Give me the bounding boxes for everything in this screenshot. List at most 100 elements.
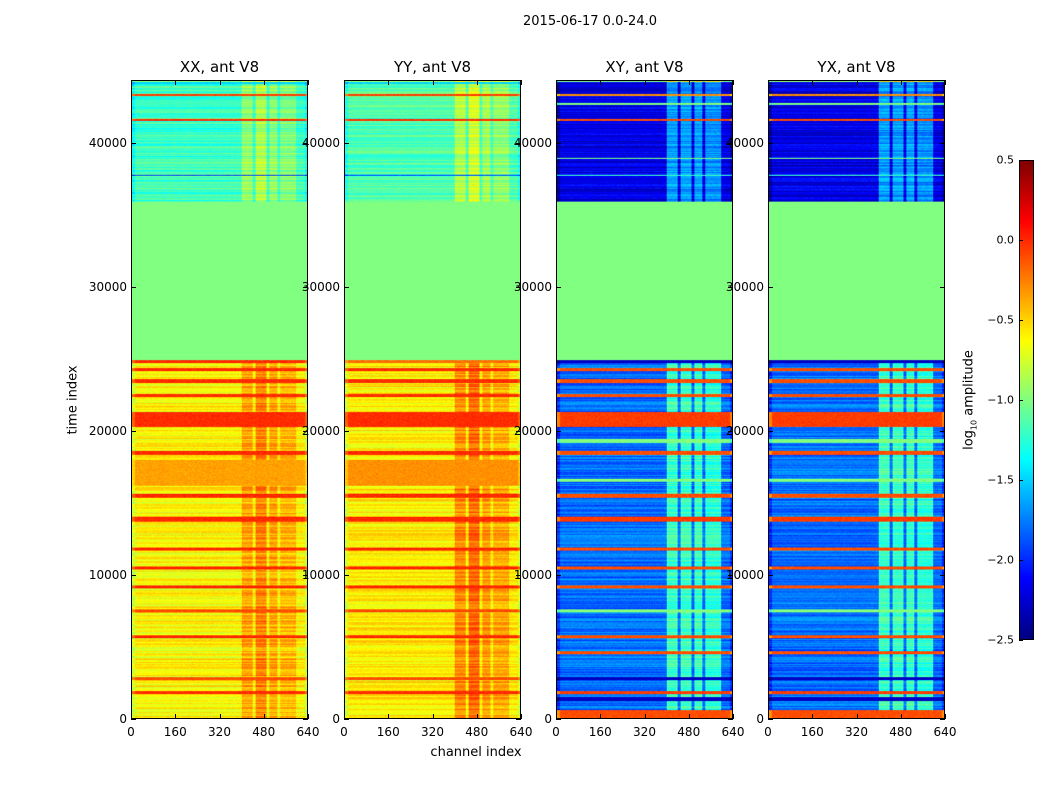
x-tick-label: 640 bbox=[296, 725, 320, 739]
y-tick-mark bbox=[940, 719, 945, 720]
y-tick-mark bbox=[728, 143, 733, 145]
y-tick-mark bbox=[516, 287, 521, 289]
x-tick-mark bbox=[344, 80, 345, 85]
y-tick-mark bbox=[728, 719, 733, 720]
y-tick-label: 0 bbox=[119, 712, 127, 726]
y-tick-mark bbox=[131, 431, 136, 433]
y-tick-mark bbox=[556, 287, 561, 289]
x-tick-label: 640 bbox=[509, 725, 533, 739]
panel-title: XY, ant V8 bbox=[605, 58, 684, 76]
y-tick-label: 20000 bbox=[301, 424, 340, 439]
x-tick-mark bbox=[175, 714, 177, 719]
y-tick-mark bbox=[940, 431, 945, 433]
x-tick-mark bbox=[175, 80, 177, 85]
x-tick-label: 320 bbox=[208, 725, 231, 739]
x-tick-mark bbox=[476, 714, 478, 719]
colorbar-label: log10 amplitude bbox=[961, 350, 979, 450]
y-tick-label: 30000 bbox=[88, 280, 127, 295]
colorbar-tick-label: 0.5 bbox=[996, 153, 1015, 167]
y-tick-label: 10000 bbox=[513, 568, 552, 583]
y-tick-mark bbox=[344, 719, 349, 720]
y-tick-mark bbox=[768, 575, 773, 577]
panel-title: XX, ant V8 bbox=[179, 58, 260, 76]
heatmap-panel-yy bbox=[344, 80, 521, 719]
y-tick-mark bbox=[556, 719, 561, 720]
x-tick-label: 0 bbox=[764, 725, 772, 739]
heatmap-image bbox=[557, 81, 732, 718]
x-tick-mark bbox=[476, 80, 478, 85]
colorbar-tick-label: 0.0 bbox=[996, 233, 1015, 247]
x-tick-mark bbox=[856, 714, 858, 719]
y-tick-mark bbox=[303, 431, 308, 433]
x-tick-label: 320 bbox=[421, 725, 444, 739]
y-tick-mark bbox=[516, 431, 521, 433]
heatmap-image bbox=[769, 81, 944, 718]
x-tick-label: 320 bbox=[633, 725, 656, 739]
y-tick-mark bbox=[940, 287, 945, 289]
x-tick-mark bbox=[644, 80, 646, 85]
y-tick-mark bbox=[940, 143, 945, 145]
y-tick-label: 10000 bbox=[725, 568, 764, 583]
y-tick-label: 40000 bbox=[88, 136, 127, 151]
colorbar-tick-mark bbox=[1019, 400, 1023, 401]
colorbar-tick-mark bbox=[1019, 160, 1023, 161]
x-tick-label: 320 bbox=[845, 725, 868, 739]
colorbar-tick-label: −2.5 bbox=[987, 633, 1014, 647]
x-tick-mark bbox=[733, 80, 734, 85]
x-tick-mark bbox=[600, 80, 602, 85]
y-tick-mark bbox=[728, 431, 733, 433]
x-tick-label: 160 bbox=[376, 725, 400, 739]
x-tick-mark bbox=[432, 714, 434, 719]
x-tick-label: 0 bbox=[127, 725, 135, 739]
x-tick-mark bbox=[644, 714, 646, 719]
x-tick-mark bbox=[344, 714, 345, 719]
y-tick-mark bbox=[516, 575, 521, 577]
x-tick-mark bbox=[388, 80, 390, 85]
y-tick-mark bbox=[556, 431, 561, 433]
x-axis-label: channel index bbox=[430, 745, 522, 760]
x-tick-label: 0 bbox=[340, 725, 348, 739]
x-tick-label: 640 bbox=[721, 725, 745, 739]
x-tick-mark bbox=[308, 714, 309, 719]
y-tick-mark bbox=[344, 431, 349, 433]
y-tick-mark bbox=[131, 287, 136, 289]
colorbar-tick-mark bbox=[1019, 320, 1023, 321]
x-tick-mark bbox=[900, 80, 902, 85]
x-tick-label: 480 bbox=[252, 725, 276, 739]
x-tick-mark bbox=[945, 80, 946, 85]
x-tick-mark bbox=[388, 714, 390, 719]
panel-title: YY, ant V8 bbox=[393, 58, 471, 76]
x-tick-mark bbox=[308, 80, 309, 85]
y-tick-label: 30000 bbox=[301, 280, 340, 295]
y-tick-mark bbox=[344, 287, 349, 289]
y-tick-mark bbox=[556, 575, 561, 577]
heatmap-panel-xx bbox=[131, 80, 308, 719]
x-tick-mark bbox=[945, 714, 946, 719]
y-tick-mark bbox=[131, 575, 136, 577]
colorbar-tick-label: −2.0 bbox=[987, 553, 1014, 567]
y-tick-label: 40000 bbox=[513, 136, 552, 151]
y-tick-label: 20000 bbox=[725, 424, 764, 439]
x-tick-mark bbox=[733, 714, 734, 719]
heatmap-image bbox=[132, 81, 307, 718]
x-tick-mark bbox=[600, 714, 602, 719]
y-tick-mark bbox=[728, 575, 733, 577]
y-tick-mark bbox=[344, 143, 349, 145]
x-tick-mark bbox=[521, 80, 522, 85]
x-tick-label: 480 bbox=[677, 725, 701, 739]
x-tick-mark bbox=[556, 714, 557, 719]
colorbar-tick-label: −1.5 bbox=[987, 473, 1014, 487]
y-tick-label: 0 bbox=[544, 712, 552, 726]
x-tick-mark bbox=[856, 80, 858, 85]
y-tick-label: 20000 bbox=[513, 424, 552, 439]
y-tick-mark bbox=[768, 287, 773, 289]
heatmap-image bbox=[345, 81, 520, 718]
x-tick-label: 480 bbox=[889, 725, 913, 739]
x-tick-mark bbox=[432, 80, 434, 85]
x-tick-mark bbox=[768, 80, 769, 85]
x-tick-mark bbox=[812, 714, 814, 719]
panel-title: YX, ant V8 bbox=[817, 58, 896, 76]
y-tick-mark bbox=[303, 575, 308, 577]
x-tick-mark bbox=[521, 714, 522, 719]
figure-title: 2015-06-17 0.0-24.0 bbox=[523, 14, 657, 29]
